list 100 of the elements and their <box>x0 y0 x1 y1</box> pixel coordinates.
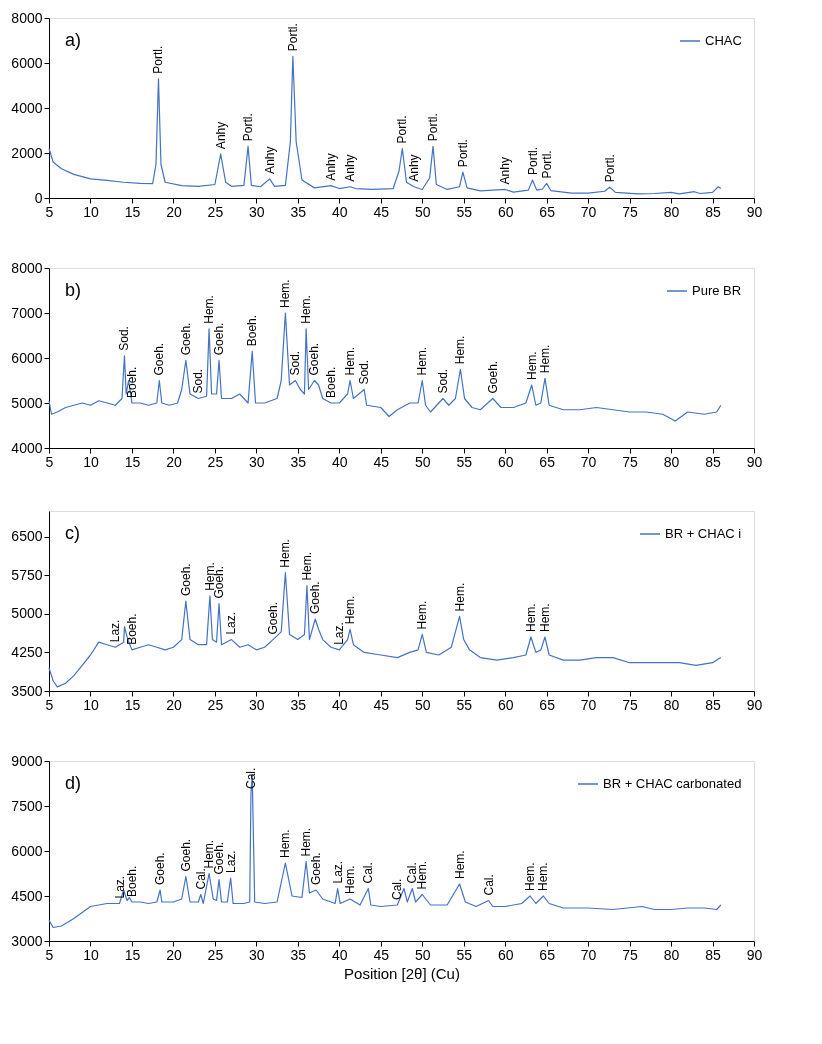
annotation: Hem. <box>278 279 293 308</box>
legend-label: BR + CHAC carbonated <box>603 776 742 791</box>
x-tick-label: 35 <box>290 203 307 220</box>
annotation: Boeh. <box>245 314 260 347</box>
annotation: Cal. <box>193 868 208 890</box>
x-tick-label: 10 <box>83 453 99 470</box>
annotation: Goeh. <box>153 852 168 885</box>
legend-label: Pure BR <box>692 283 742 298</box>
x-tick-label: 60 <box>497 203 514 220</box>
annotation: Goeh. <box>152 342 167 376</box>
y-tick-label: 9000 <box>11 752 43 769</box>
annotation: Hem. <box>343 595 358 625</box>
legend-label: BR + CHAC i <box>665 526 742 541</box>
annotation: Portl. <box>426 113 441 142</box>
x-tick-label: 60 <box>497 453 514 470</box>
annotation: Sod. <box>191 368 206 394</box>
x-tick-label: 55 <box>456 453 473 470</box>
annotation: Cal. <box>361 862 376 884</box>
y-tick-label: 5000 <box>11 394 43 411</box>
annotation: Hem. <box>452 850 467 879</box>
annotation: Portl. <box>395 115 410 144</box>
annotation: Cal. <box>390 878 405 900</box>
y-tick-label: 3500 <box>11 682 43 699</box>
x-tick-label: 60 <box>497 696 514 713</box>
annotation: Hem. <box>343 346 358 376</box>
annotation: d) <box>65 773 82 793</box>
annotation: Laz. <box>224 611 239 635</box>
x-tick-label: 25 <box>207 696 224 713</box>
annotation: Hem. <box>453 335 468 365</box>
x-tick-label: 45 <box>373 946 390 963</box>
annotation: Boeh. <box>124 613 139 645</box>
x-tick-label: 25 <box>207 453 224 470</box>
annotation: Anhy <box>262 146 277 174</box>
x-tick-label: 70 <box>580 946 597 963</box>
annotation: Portl. <box>455 139 470 168</box>
y-tick-label: 0 <box>34 189 43 206</box>
annotation: Anhy <box>406 154 421 182</box>
annotation: a) <box>65 30 82 50</box>
x-tick-label: 75 <box>622 946 639 963</box>
x-tick-label: 5 <box>45 946 54 963</box>
annotation: Anhy <box>213 121 228 150</box>
y-tick-label: 4000 <box>11 439 43 456</box>
x-tick-label: 45 <box>373 696 390 713</box>
annotation: Portl. <box>602 154 617 183</box>
annotation: Portl. <box>539 150 554 179</box>
annotation: Boeh. <box>124 865 139 897</box>
x-tick-label: 35 <box>290 696 307 713</box>
x-tick-label: 10 <box>83 203 99 220</box>
x-tick-label: 35 <box>290 946 307 963</box>
annotation: Goeh. <box>178 838 193 872</box>
legend-label: CHAC <box>705 33 742 48</box>
x-tick-label: 20 <box>166 946 182 963</box>
x-tick-label: 55 <box>456 946 473 963</box>
x-tick-label: 15 <box>124 203 141 220</box>
y-tick-label: 4250 <box>11 643 43 660</box>
x-tick-label: 20 <box>166 696 182 713</box>
x-tick-label: 80 <box>663 946 680 963</box>
y-tick-label: 4000 <box>11 99 43 116</box>
annotation: Goeh. <box>212 322 227 356</box>
x-tick-label: 50 <box>414 696 431 713</box>
annotation: Hem. <box>415 860 430 890</box>
x-tick-label: 15 <box>124 946 141 963</box>
x-tick-label: 50 <box>414 946 431 963</box>
annotation: Hem. <box>523 862 538 891</box>
annotation: Sod. <box>117 326 132 351</box>
annotation: Cal. <box>243 767 258 789</box>
annotation: Portl. <box>285 23 300 52</box>
annotation: Portl. <box>241 113 256 142</box>
annotation: Hem. <box>278 539 293 568</box>
y-tick-label: 8000 <box>11 9 43 26</box>
annotation: Hem. <box>299 551 314 581</box>
x-tick-label: 85 <box>705 203 722 220</box>
x-tick-label: 65 <box>539 696 556 713</box>
y-tick-label: 6000 <box>11 349 43 366</box>
x-tick-label: 50 <box>414 453 431 470</box>
annotation: Hem. <box>415 600 430 630</box>
annotation: Anhy <box>324 153 338 181</box>
x-tick-label: 90 <box>746 203 763 220</box>
x-tick-label: 55 <box>456 203 473 220</box>
annotation: Boeh. <box>124 366 139 398</box>
annotation: Goeh. <box>485 360 500 394</box>
x-tick-label: 5 <box>45 203 54 220</box>
annotation: Goeh. <box>178 322 193 356</box>
x-tick-label: 5 <box>45 696 54 713</box>
annotation: Hem. <box>452 582 467 612</box>
x-tick-label: 45 <box>373 453 390 470</box>
annotation: Sod. <box>288 350 303 376</box>
x-tick-label: 70 <box>580 203 597 220</box>
x-tick-label: 15 <box>124 453 141 470</box>
x-tick-label: 30 <box>249 453 265 470</box>
x-tick-label: 85 <box>705 696 722 713</box>
annotation: Hem. <box>415 346 430 376</box>
annotation: Sod. <box>357 359 372 385</box>
x-tick-label: 5 <box>45 453 54 470</box>
x-tick-label: 40 <box>332 453 348 470</box>
x-tick-label: 90 <box>746 696 763 713</box>
x-tick-label: 75 <box>622 203 639 220</box>
annotation: Goeh. <box>307 342 322 376</box>
y-tick-label: 5750 <box>11 566 43 583</box>
annotation: b) <box>65 280 82 300</box>
